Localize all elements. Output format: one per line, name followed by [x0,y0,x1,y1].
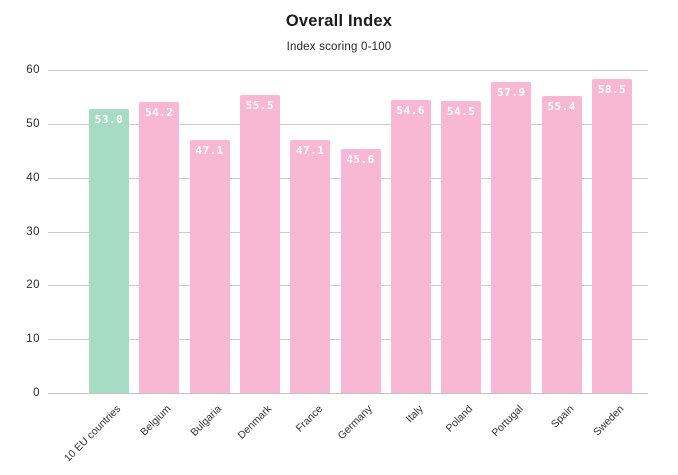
x-axis-tick-label: Denmark [235,403,275,442]
bar-belgium: 54.2 [139,102,180,394]
bar-france: 47.1 [290,140,331,394]
bar-value-label: 54.6 [396,104,426,118]
gridline [48,393,648,394]
bar-bulgaria: 47.1 [189,140,230,394]
y-axis-tick-label: 50 [26,117,40,130]
x-axis-tick-label: Italy [403,403,426,426]
x-axis-tick-label: Poland [443,403,476,435]
bar-denmark: 55.5 [239,95,280,394]
y-axis-tick-label: 20 [26,279,40,292]
bar-value-label: 54.5 [446,104,476,118]
bar-value-label: 54.2 [145,106,174,120]
bar-value-label: 55.5 [245,99,275,113]
y-axis-tick-label: 0 [33,387,40,399]
gridline [48,70,648,71]
bar-germany: 45.6 [340,148,381,394]
bar-value-label: 47.1 [195,144,224,158]
bar-value-label: 45.6 [346,152,375,166]
bar-poland: 54.5 [441,100,482,394]
bar-italy: 54.6 [390,100,431,394]
bar-sweden: 58.5 [592,79,632,394]
bar-portugal: 57.9 [491,82,532,394]
bar-value-label: 47.1 [295,144,325,158]
x-axis-tick-label: Portugal [489,403,526,440]
bar-value-label: 55.4 [547,99,576,113]
x-axis-tick-label: Spain [548,403,577,431]
x-axis-tick-label: Germany [335,403,375,443]
y-axis-tick-label: 60 [26,64,40,76]
chart-title: Overall Index [285,12,393,30]
x-axis-tick-label: 10 EU countries [62,403,124,465]
chart-subtitle: Index scoring 0-100 [286,41,392,53]
bar-value-label: 53.0 [94,112,124,126]
plot-area: 53.0 54.2 47.1 55.5 47.1 45.6 54.6 54.5 57.9 55.4… [48,70,648,394]
x-axis-tick-label: France [293,403,325,435]
x-axis-tick-label: Bulgaria [188,403,225,439]
x-axis-tick-label: Sweden [591,403,627,439]
bar-value-label: 58.5 [597,83,627,97]
y-axis-tick-label: 10 [26,333,40,346]
y-axis-tick-label: 30 [26,225,40,238]
bar-spain: 55.4 [541,95,582,394]
gridline [48,123,648,125]
y-axis-tick-label: 40 [26,171,40,184]
x-axis-tick-label: Belgium [138,403,174,439]
bar-10-eu-countries: 53.0 [89,108,129,394]
bar-value-label: 57.9 [497,86,526,100]
